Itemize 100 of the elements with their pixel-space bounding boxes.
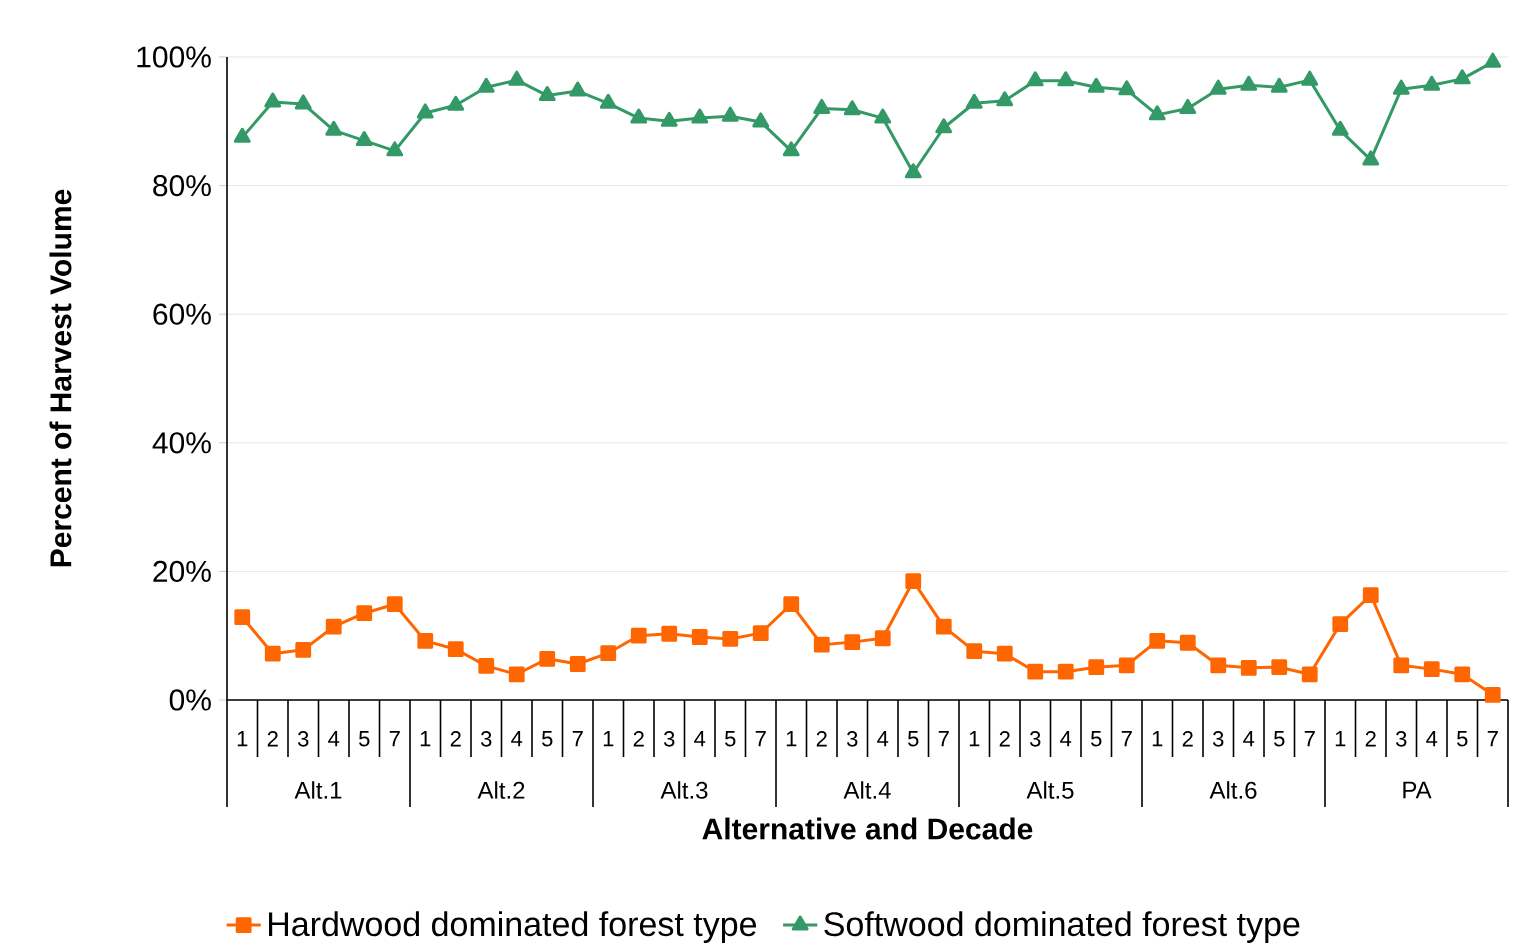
point [1179,98,1197,114]
point [569,81,587,97]
x-tick-label: 7 [1304,731,1315,747]
point [1209,79,1227,95]
x-tick-label: 3 [480,731,492,747]
x-tick-label: 2 [1365,731,1376,747]
x-tick-label: 5 [1091,731,1102,747]
point [264,92,282,108]
x-tick-label: 5 [1457,731,1468,747]
x-tick-label: 4 [877,731,889,747]
x-tick-label: 2 [816,731,827,747]
x-tick-label: 1 [969,731,980,747]
point [844,634,861,651]
point [1484,686,1501,703]
point [1454,666,1471,683]
point [1392,79,1410,95]
point [661,625,678,642]
point [1484,52,1502,68]
point [874,108,892,124]
y-tick-label: 80% [153,174,211,197]
point [600,645,617,661]
x-tick-label: 5 [725,731,736,747]
point [874,630,891,647]
point [996,645,1013,662]
x-tick-label: 2 [1182,731,1193,747]
x-tick-label: 4 [328,731,340,747]
point [996,91,1014,107]
point [264,645,281,662]
point [904,163,922,179]
point [294,94,312,110]
y-tick-label: 100% [137,46,211,68]
point [1301,666,1318,683]
text: Alt.2 [477,781,525,799]
y-tick-label: 20% [153,560,211,583]
point [1362,150,1380,166]
point [935,118,953,134]
point [630,108,648,124]
x-tick-label: 1 [786,731,797,747]
x-tick-label: 2 [999,731,1010,747]
point [813,636,830,653]
point [1270,77,1288,93]
point [386,596,403,613]
x-tick-label: 7 [1487,731,1498,747]
y-tick-label: 40% [152,432,211,454]
point [1240,659,1257,676]
legend-label: Hardwood dominated forest type [269,911,757,943]
x-tick-label: 7 [755,731,766,747]
x-tick-label: 7 [1121,731,1132,747]
point [447,641,464,658]
point [1026,71,1044,87]
point [965,93,983,109]
x-tick-label: 1 [1152,731,1163,747]
point [1301,70,1319,86]
x-tick-label: 3 [297,731,309,747]
point [1057,71,1075,87]
y-tick-label: 0% [169,689,211,711]
point [356,605,373,622]
x-tick-label: 5 [1274,731,1285,747]
point [508,70,526,86]
point [295,641,312,658]
x-tick-label: 4 [511,731,523,747]
point [905,573,922,589]
x-tick-label: 3 [1029,731,1041,747]
x-tick-label: 1 [420,731,431,747]
point [1118,657,1135,674]
point [935,618,952,635]
point [233,127,251,143]
x-tick-label: 2 [267,731,278,747]
point [539,650,556,667]
point [1118,80,1136,96]
y-tick-label: 60% [153,303,211,325]
point [1057,663,1074,680]
x-tick-label: 3 [846,731,858,747]
text: Alt.3 [660,781,708,799]
point [416,103,434,119]
point [234,609,251,625]
x-tick-label: 1 [1335,731,1346,747]
text: Alt.6 [1209,781,1257,799]
x-tick-label: 4 [1060,731,1072,747]
point [1423,75,1441,91]
point [417,632,434,649]
x-tick-label: 5 [542,731,553,747]
x-tick-label: 4 [1243,731,1255,747]
point [752,625,769,642]
point [599,93,617,109]
text: PA [1403,781,1432,799]
point [691,108,709,124]
x-tick-label: 2 [450,731,461,747]
point [630,627,647,644]
point [1362,587,1379,604]
point [1148,105,1166,121]
x-tick-label: 1 [237,731,248,747]
x-tick-label: 7 [389,731,400,747]
text: Alt.1 [294,781,342,799]
point [843,100,861,116]
point [1027,663,1044,680]
point [508,666,525,683]
point [1453,69,1471,85]
x-tick-label: 5 [359,731,370,747]
point [1240,75,1258,91]
